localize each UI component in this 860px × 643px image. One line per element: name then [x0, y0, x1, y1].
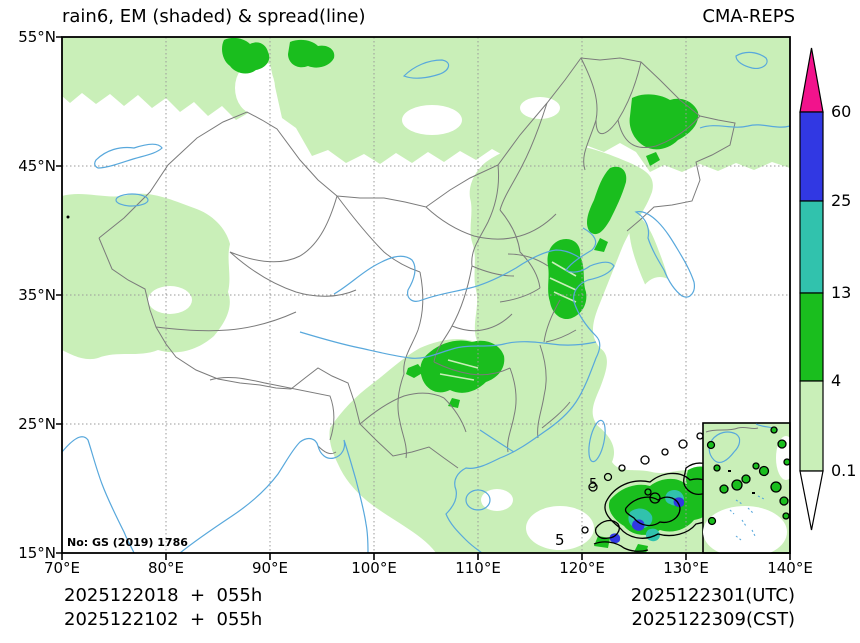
shading-texture-streaks	[439, 261, 577, 381]
x-tick-label: 140°E	[767, 559, 813, 577]
axis-tick-marks	[56, 36, 791, 560]
colorbar-tick-label: 60	[831, 102, 852, 121]
no-rain-gaps	[148, 62, 790, 550]
model-label: CMA-REPS	[702, 6, 795, 27]
colorbar-tick-label: 4	[831, 371, 842, 390]
x-tick-label: 90°E	[251, 559, 289, 577]
colorbar-tick-label: 13	[831, 283, 852, 302]
colorbar-segment-4-13	[799, 292, 824, 382]
precipitation-heavy-cores	[609, 490, 685, 543]
x-tick-label: 110°E	[455, 559, 501, 577]
coastlines-rivers	[62, 51, 790, 553]
colorbar-segment-under0.1	[799, 470, 824, 531]
footer-init-line-2: 2025122102 + 055h	[64, 609, 263, 630]
y-tick-label: 25°N	[18, 415, 56, 433]
spread-contour-label: 5	[555, 531, 565, 549]
colorbar-segment-13-25	[799, 200, 824, 294]
x-tick-label: 100°E	[351, 559, 397, 577]
footer-valid-utc: 2025122301(UTC)	[630, 585, 795, 606]
x-tick-label: 120°E	[559, 559, 605, 577]
x-tick-label: 70°E	[43, 559, 81, 577]
grid-lines	[62, 37, 790, 553]
plot-title: rain6, EM (shaded) & spread(line)	[62, 6, 366, 27]
colorbar-tick-label: 25	[831, 191, 852, 210]
spread-contour-label: 5	[589, 477, 598, 492]
x-tick-label: 80°E	[147, 559, 185, 577]
y-tick-label: 35°N	[18, 286, 56, 304]
colorbar-tick-label: 0.1	[831, 461, 857, 480]
footer-init-line-1: 2025122018 + 055h	[64, 585, 263, 606]
colorbar-segment-25-60	[799, 111, 824, 202]
y-tick-label: 15°N	[18, 544, 56, 562]
license-note: No: GS (2019) 1786	[67, 536, 188, 549]
province-borders	[98, 57, 736, 469]
colorbar	[799, 47, 824, 531]
south-china-sea-inset	[702, 422, 791, 554]
colorbar-segment-0.1-4	[799, 380, 824, 472]
y-tick-label: 45°N	[18, 157, 56, 175]
colorbar-segment-over60	[799, 47, 824, 113]
footer-valid-cst: 2025122309(CST)	[631, 609, 795, 630]
y-tick-label: 55°N	[18, 28, 56, 46]
map-speck	[66, 215, 70, 219]
x-tick-label: 130°E	[663, 559, 709, 577]
